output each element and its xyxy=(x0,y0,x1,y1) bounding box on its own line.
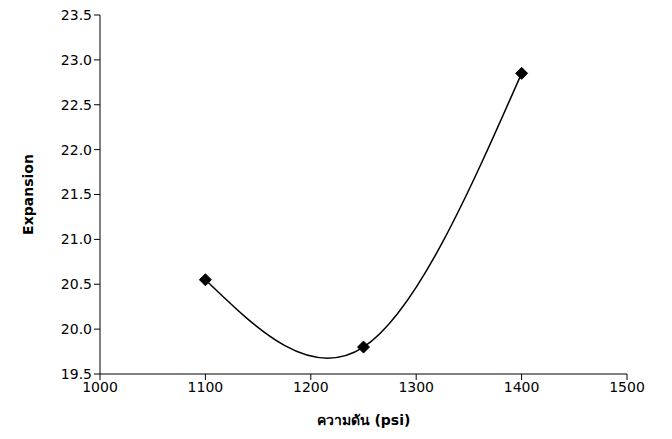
svg-text:23.5: 23.5 xyxy=(61,7,92,23)
svg-text:1100: 1100 xyxy=(188,379,224,395)
svg-text:21.5: 21.5 xyxy=(61,186,92,202)
svg-text:23.0: 23.0 xyxy=(61,52,92,68)
svg-text:1400: 1400 xyxy=(504,379,540,395)
svg-text:1000: 1000 xyxy=(82,378,118,395)
svg-text:22.0: 22.0 xyxy=(61,142,92,158)
svg-text:ความดัน (psi): ความดัน (psi) xyxy=(317,412,411,428)
svg-text:20.0: 20.0 xyxy=(61,321,92,337)
svg-text:Expansion: Expansion xyxy=(20,154,36,235)
svg-text:1300: 1300 xyxy=(398,379,434,395)
svg-text:1500: 1500 xyxy=(609,379,645,395)
svg-text:19.5: 19.5 xyxy=(61,366,92,382)
svg-text:22.5: 22.5 xyxy=(61,97,92,113)
svg-text:1200: 1200 xyxy=(293,379,329,395)
svg-text:21.0: 21.0 xyxy=(61,231,92,247)
svg-text:20.5: 20.5 xyxy=(61,276,92,292)
